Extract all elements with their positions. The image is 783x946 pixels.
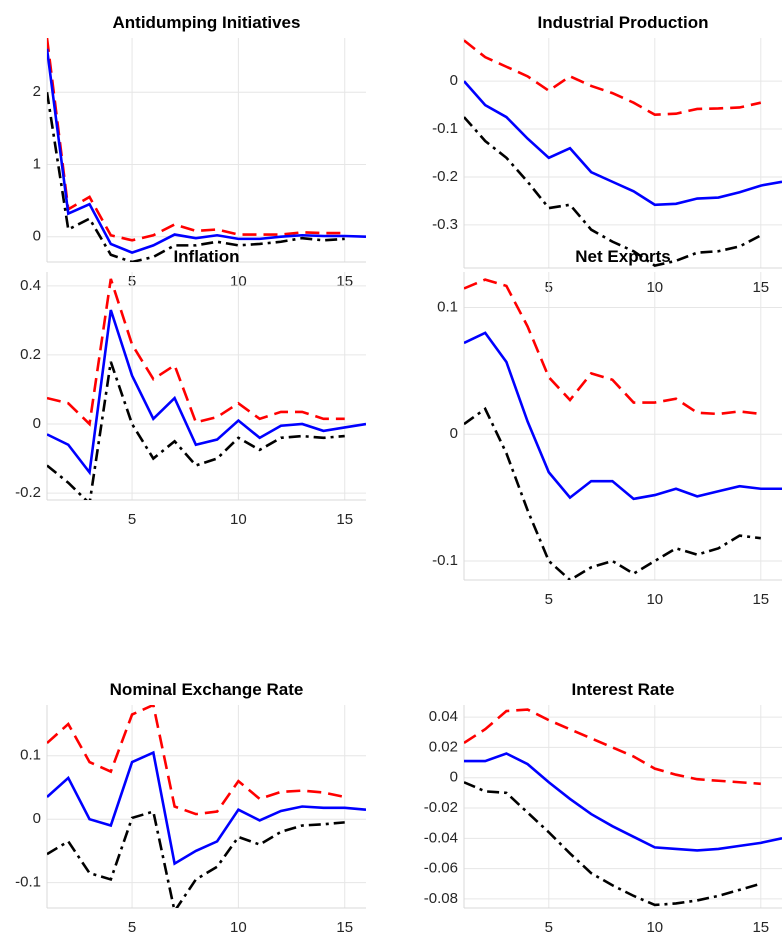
y-tick-label: -0.02 <box>424 799 458 816</box>
y-tick-label: 0.02 <box>429 738 458 755</box>
panel: Net Exports -0.1 0 0.1 5 10 15 <box>432 247 782 608</box>
y-tick-label: 0 <box>33 415 41 432</box>
x-tick-label: 5 <box>128 511 136 528</box>
series-line <box>47 809 345 908</box>
y-tick-label: -0.08 <box>424 890 458 907</box>
series-line <box>47 278 345 427</box>
series-line <box>464 116 762 267</box>
series-line <box>464 278 761 416</box>
y-tick-label: 2 <box>33 83 41 100</box>
panel-title: Industrial Production <box>538 13 709 32</box>
x-tick-label: 10 <box>230 919 247 936</box>
y-tick-label: 0.2 <box>20 346 41 363</box>
series-line <box>464 781 762 907</box>
y-tick-label: 0 <box>450 769 458 786</box>
x-tick-label: 10 <box>646 591 663 608</box>
x-tick-label: 15 <box>336 919 353 936</box>
series-line <box>47 705 345 816</box>
y-tick-label: -0.2 <box>432 168 458 185</box>
x-tick-label: 15 <box>752 919 769 936</box>
x-tick-label: 10 <box>646 919 663 936</box>
series-line <box>47 361 345 500</box>
panel-title: Antidumping Initiatives <box>113 13 301 32</box>
panel-title: Inflation <box>173 247 239 266</box>
series-line <box>47 750 366 866</box>
y-tick-label: -0.2 <box>15 484 41 501</box>
y-tick-label: 0.04 <box>429 708 458 725</box>
panel: Industrial Production-0.3-0.2-0.105 10 15 <box>432 13 782 296</box>
panel-title: Nominal Exchange Rate <box>110 680 304 699</box>
y-tick-label: -0.1 <box>15 874 41 891</box>
series-line <box>464 708 761 786</box>
y-tick-label: -0.04 <box>424 829 458 846</box>
y-tick-label: -0.3 <box>432 216 458 233</box>
y-tick-label: -0.1 <box>432 552 458 569</box>
panel-title: Net Exports <box>575 247 670 266</box>
series-line <box>47 91 345 262</box>
series-line <box>47 309 366 476</box>
series-line <box>464 406 761 580</box>
y-tick-label: 0 <box>450 425 458 442</box>
series-line <box>464 331 782 501</box>
x-tick-label: 5 <box>545 919 553 936</box>
x-tick-label: 10 <box>230 511 247 528</box>
series-line <box>47 48 366 254</box>
x-tick-label: 15 <box>336 511 353 528</box>
panel: Inflation -0.2 0 0.2 0.4 5 10 15 <box>15 247 366 528</box>
y-tick-label: 0 <box>33 228 41 245</box>
panel-title: Interest Rate <box>572 680 675 699</box>
x-tick-label: 15 <box>752 591 769 608</box>
series-line <box>47 38 345 242</box>
x-tick-label: 5 <box>128 919 136 936</box>
y-tick-label: -0.1 <box>432 120 458 137</box>
y-tick-label: 0.4 <box>20 277 41 294</box>
x-tick-label: 5 <box>545 591 553 608</box>
y-tick-label: 0.1 <box>437 298 458 315</box>
series-line <box>464 752 782 852</box>
y-tick-label: -0.06 <box>424 860 458 877</box>
y-tick-label: 1 <box>33 155 41 172</box>
y-tick-label: 0 <box>33 810 41 827</box>
panel: Nominal Exchange Rate -0.1 0 0.1 5 10 15 <box>15 680 366 936</box>
y-tick-label: 0 <box>450 72 458 89</box>
y-tick-label: 0.1 <box>20 747 41 764</box>
panel: Interest Rate -0.08 -0.06 -0.04 -0.02 0 0.02 0.… <box>424 680 782 936</box>
series-line <box>464 39 762 116</box>
series-line <box>464 80 782 207</box>
